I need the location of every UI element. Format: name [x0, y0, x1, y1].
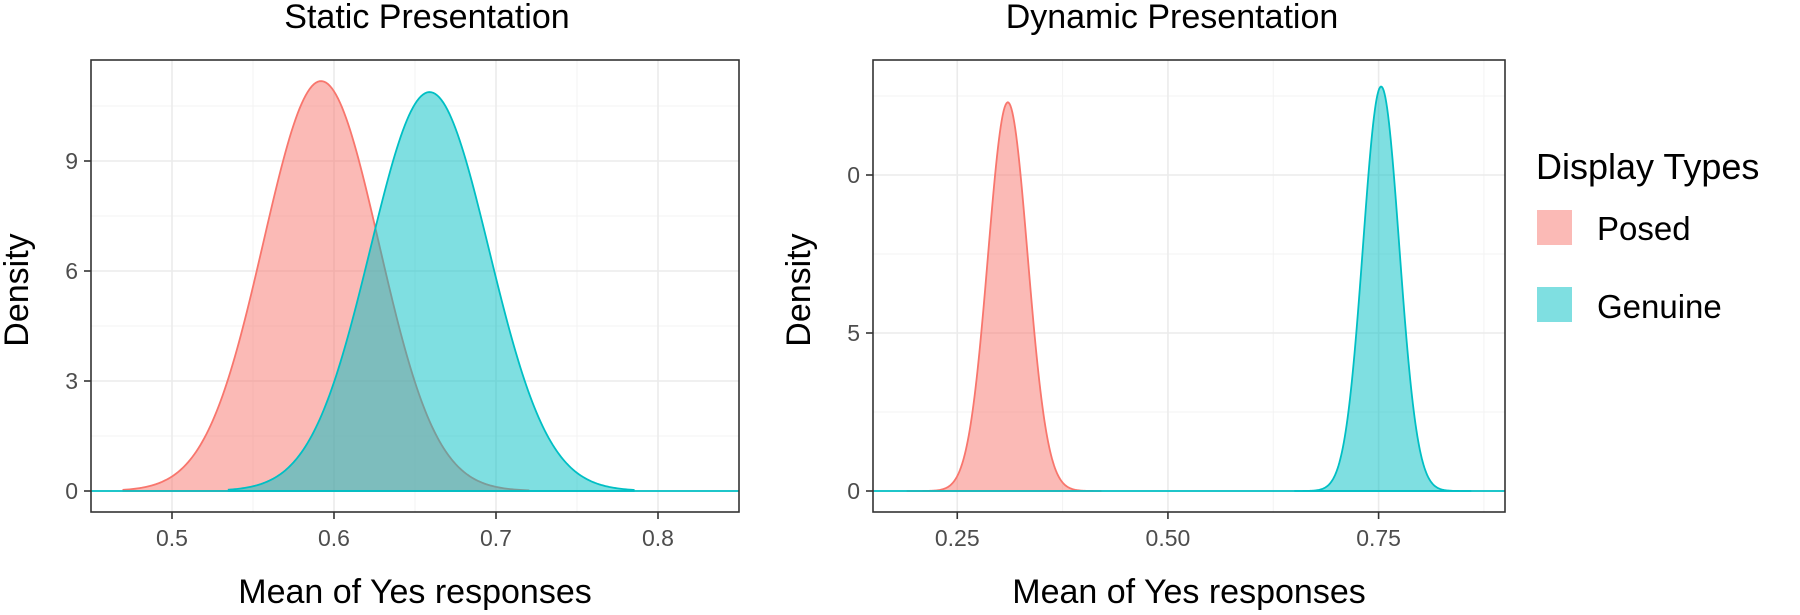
y-tick-label: 6: [65, 258, 78, 284]
density-area-genuine: [1294, 85, 1472, 492]
y-axis-ticks: 0 5 0: [847, 162, 873, 504]
chart-title: Dynamic Presentation: [1006, 0, 1339, 36]
legend-title: Display Types: [1536, 146, 1759, 187]
x-tick-label: 0.5: [156, 525, 188, 551]
x-axis-title: Mean of Yes responses: [1012, 573, 1365, 611]
y-tick-label: 9: [65, 148, 78, 174]
static-presentation-panel: Static Presentation 0.5 0.6 0.7 0.8 0 3 6 9 Me…: [0, 0, 740, 611]
panel-border: [90, 59, 740, 513]
legend-label-genuine: Genuine: [1597, 288, 1722, 325]
density-areas: [873, 85, 1505, 492]
density-areas: [91, 80, 739, 492]
x-tick-label: 0.7: [480, 525, 512, 551]
y-tick-label: 0: [65, 478, 78, 504]
density-area-posed: [906, 101, 1102, 492]
x-tick-label: 0.50: [1146, 525, 1191, 551]
dynamic-presentation-panel: Dynamic Presentation 0.25 0.50 0.75 0 5 0 Me…: [780, 0, 1506, 611]
x-axis-ticks: 0.5 0.6 0.7 0.8: [156, 512, 674, 551]
legend-label-posed: Posed: [1597, 210, 1691, 247]
x-tick-label: 0.25: [935, 525, 980, 551]
y-axis-title: Density: [780, 233, 818, 346]
panel-border: [872, 59, 1506, 513]
x-tick-label: 0.75: [1356, 525, 1401, 551]
y-tick-label: 3: [65, 368, 78, 394]
chart-title: Static Presentation: [284, 0, 569, 36]
legend-key-posed: [1537, 210, 1572, 245]
x-tick-label: 0.8: [642, 525, 674, 551]
y-tick-label: 0: [847, 162, 860, 188]
y-axis-ticks: 0 3 6 9: [65, 148, 91, 504]
legend-key-genuine: [1537, 287, 1572, 322]
x-axis-title: Mean of Yes responses: [238, 573, 591, 611]
legend: Display Types Posed Genuine: [1536, 146, 1759, 325]
y-axis-title: Density: [0, 233, 36, 346]
x-tick-label: 0.6: [318, 525, 350, 551]
y-tick-label: 5: [847, 320, 860, 346]
density-area-genuine: [227, 91, 635, 492]
x-axis-ticks: 0.25 0.50 0.75: [935, 512, 1401, 551]
y-tick-label: 0: [847, 478, 860, 504]
